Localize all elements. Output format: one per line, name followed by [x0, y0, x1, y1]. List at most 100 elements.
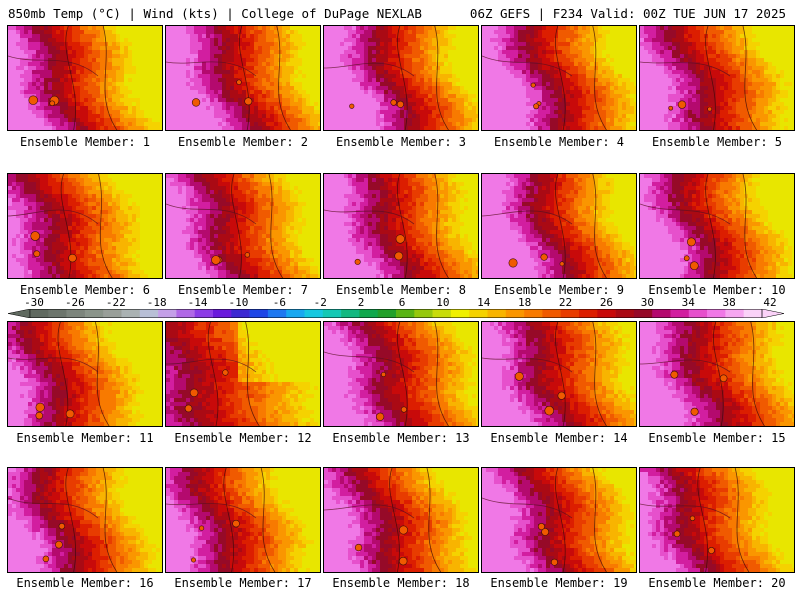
colorbar-segment — [341, 309, 360, 318]
hot-spot — [719, 374, 728, 383]
hot-spot — [381, 371, 387, 377]
colorbar-tick-label: 22 — [559, 296, 572, 309]
contour-line — [434, 322, 450, 426]
ensemble-member-map — [323, 173, 479, 279]
border-line — [166, 203, 257, 225]
hot-spot — [244, 97, 253, 106]
ensemble-member-label: Ensemble Member: 17 — [165, 576, 321, 590]
ensemble-member-label: Ensemble Member: 3 — [323, 135, 479, 149]
temperature-field — [482, 468, 636, 572]
ensemble-member-label: Ensemble Member: 8 — [323, 283, 479, 297]
border-line — [166, 61, 257, 77]
colorbar-tick-label: -18 — [147, 296, 167, 309]
border-line — [640, 203, 731, 225]
hot-spot — [65, 409, 75, 419]
hot-spot — [541, 528, 550, 536]
colorbar-tick-label: -14 — [188, 296, 208, 309]
map-title: 850mb Temp (°C) | Wind (kts) | College o… — [8, 6, 422, 21]
hot-spot — [189, 388, 199, 398]
border-line — [482, 357, 573, 373]
colorbar-segment — [743, 309, 763, 318]
ensemble-member-label: Ensemble Member: 16 — [7, 576, 163, 590]
hot-spot — [689, 261, 699, 271]
colorbar-tick-label: -2 — [314, 296, 327, 309]
contour-line — [260, 468, 276, 572]
hot-spot — [244, 252, 250, 258]
hot-spot — [683, 255, 690, 262]
colorbar-segment — [231, 309, 250, 318]
colorbar-segment — [103, 309, 122, 318]
colorbar-segment — [158, 309, 177, 318]
hot-spot — [232, 519, 240, 528]
contour-line — [750, 322, 766, 426]
hot-spot — [35, 402, 45, 412]
ensemble-member-label: Ensemble Member: 19 — [481, 576, 637, 590]
contour-line — [434, 174, 450, 278]
colorbar-segment — [450, 309, 470, 318]
border-line — [324, 62, 415, 77]
colorbar-segment — [688, 309, 708, 318]
colorbar-segment — [84, 309, 104, 318]
ensemble-member-map — [165, 173, 321, 279]
colorbar-segment — [524, 309, 543, 318]
contour-line — [705, 26, 716, 130]
colorbar-segment — [505, 309, 525, 318]
border-line — [640, 61, 731, 77]
contour-line — [742, 174, 758, 278]
colorbar-segment — [725, 309, 744, 318]
contour-line — [742, 26, 758, 130]
colorbar-segment — [560, 309, 580, 318]
hot-spot — [354, 543, 363, 552]
contour-line — [276, 26, 292, 130]
colorbar-segment — [633, 309, 653, 318]
ensemble-member-label: Ensemble Member: 12 — [165, 431, 321, 445]
hot-spot — [530, 82, 536, 88]
hot-spot — [35, 411, 43, 420]
ensemble-member-map — [639, 173, 795, 279]
temperature-field — [640, 322, 794, 426]
ensemble-member-map — [165, 467, 321, 573]
ensemble-member-label: Ensemble Member: 13 — [323, 431, 479, 445]
ensemble-member-map — [323, 25, 479, 131]
temperature-field — [8, 322, 162, 426]
ensemble-member-label: Ensemble Member: 2 — [165, 135, 321, 149]
border-line — [640, 359, 731, 373]
ensemble-member-map — [165, 25, 321, 131]
hot-spot — [398, 525, 408, 535]
contour-line — [389, 468, 400, 572]
contour-line — [231, 174, 242, 278]
border-line — [640, 503, 731, 519]
hot-spot — [49, 100, 55, 107]
contour-line — [554, 174, 566, 278]
hot-spot — [191, 557, 196, 563]
hot-spot — [396, 100, 404, 108]
temperature-field — [482, 322, 636, 426]
contour-line — [268, 174, 284, 278]
contour-line — [396, 174, 408, 278]
colorbar-segment — [194, 309, 214, 318]
colorbar-tick-label: 10 — [436, 296, 449, 309]
ensemble-member-map — [481, 25, 637, 131]
hot-spot — [689, 515, 696, 522]
temperature-field — [640, 174, 794, 278]
hot-spot — [557, 391, 566, 400]
colorbar-segment — [615, 309, 635, 318]
hot-spot — [550, 558, 558, 566]
temperature-field — [8, 26, 162, 130]
contour-line — [223, 468, 235, 572]
colorbar-segment — [652, 309, 671, 318]
hot-spot — [349, 103, 355, 109]
ensemble-member-label: Ensemble Member: 10 — [639, 283, 795, 297]
hot-spot — [400, 406, 407, 413]
colorbar-segment — [707, 309, 726, 318]
ensemble-member-map — [639, 467, 795, 573]
colorbar-segment — [121, 309, 141, 318]
temperature-field — [166, 468, 320, 572]
contour-line — [65, 26, 77, 130]
ensemble-member-map — [639, 321, 795, 427]
hot-spot — [540, 253, 548, 261]
colorbar-segment — [48, 309, 67, 318]
ensemble-member-map — [7, 467, 163, 573]
ensemble-member-map — [481, 321, 637, 427]
colorbar-tick-label: 26 — [600, 296, 613, 309]
